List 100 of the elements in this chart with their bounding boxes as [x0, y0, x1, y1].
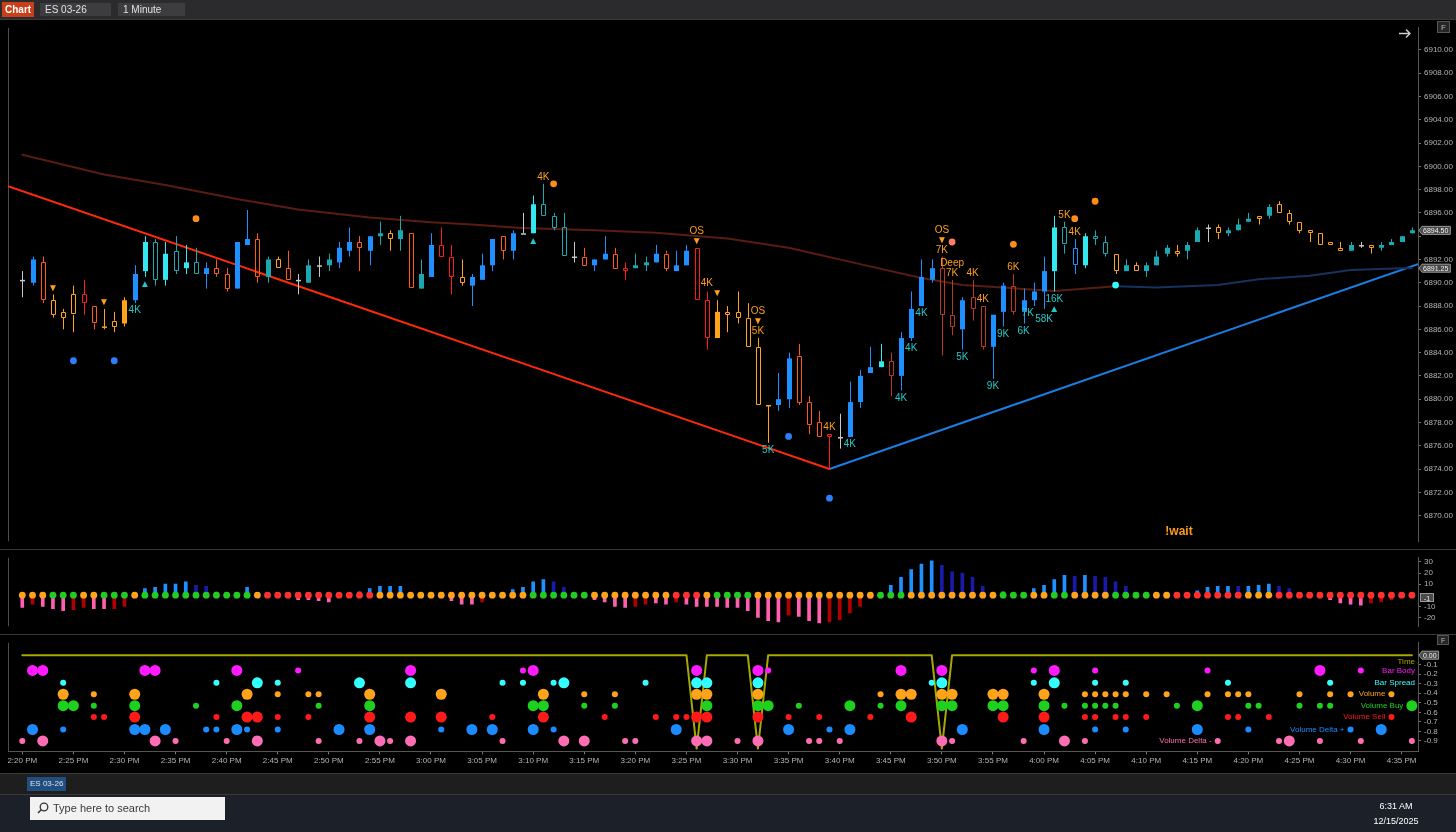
y-tick-label: 6870.00: [1424, 510, 1454, 520]
y-tick-label: -0.6: [1424, 707, 1439, 717]
annotation: 7K: [935, 243, 949, 255]
annotation: !wait: [1165, 523, 1193, 539]
x-tick-label: 3:40 PM: [824, 756, 855, 766]
x-tick-label: 2:55 PM: [365, 756, 396, 766]
y-tick-label: 6876.00: [1424, 440, 1454, 450]
annotation: ▼: [691, 235, 702, 247]
x-tick-label: 2:35 PM: [160, 756, 191, 766]
annotation: 9K: [997, 327, 1010, 339]
annotation: 4K: [537, 171, 550, 183]
x-tick-label: 4:20 PM: [1233, 756, 1264, 766]
y-tick-label: 6910.00: [1424, 45, 1454, 55]
x-tick-label: 4:25 PM: [1284, 756, 1315, 766]
annotation: 16K: [1045, 292, 1064, 304]
y-tick-label: 6872.00: [1424, 487, 1454, 497]
x-tick-label: 3:50 PM: [926, 756, 958, 766]
x-tick-label: 2:50 PM: [313, 756, 345, 766]
x-tick-label: 4:15 PM: [1182, 756, 1213, 766]
x-tick-label: 3:05 PM: [467, 756, 498, 766]
chart-subtitle: 1 Minute: [118, 3, 186, 16]
y-tick-label: -20: [1424, 612, 1437, 622]
series-label: Volume Delta +: [1290, 724, 1345, 734]
annotation: 4K: [966, 267, 979, 279]
x-tick-label: 3:20 PM: [620, 756, 651, 766]
x-tick-label: 3:10 PM: [518, 756, 549, 766]
y-tick-label: 10: [1424, 579, 1434, 589]
annotation: OS: [689, 225, 705, 237]
y-tick-label: 6904.00: [1424, 114, 1454, 124]
x-tick-label: 2:20 PM: [7, 756, 38, 766]
annotation: 6K: [1017, 324, 1031, 336]
y-tick-label: 6884.00: [1424, 347, 1454, 357]
x-tick-label: 3:15 PM: [569, 756, 600, 766]
annotation: 58K: [1035, 313, 1054, 325]
text: Type here to search: [53, 801, 151, 816]
annotation: 4K: [915, 307, 928, 319]
series-label: Volume: [1358, 689, 1386, 699]
y-tick-label: -0.8: [1424, 726, 1439, 736]
y-tick-label: -0.3: [1424, 678, 1439, 688]
x-tick-label: 4:05 PM: [1080, 756, 1111, 766]
y-tick-label: 6878.00: [1424, 417, 1454, 427]
y-tick-label: 6890.00: [1424, 277, 1454, 287]
annotation: ▼: [752, 315, 763, 327]
y-tick-label: 6902.00: [1424, 138, 1454, 148]
annotation: ▼: [936, 233, 947, 245]
x-tick-label: 4:10 PM: [1131, 756, 1162, 766]
x-tick-label: 2:40 PM: [211, 756, 242, 766]
y-tick-label: 6906.00: [1424, 91, 1454, 101]
text: Chart: [2, 2, 35, 17]
series-label: Volume Buy: [1360, 700, 1404, 710]
x-tick-label: 2:30 PM: [109, 756, 140, 766]
annotation: ▲: [1049, 302, 1060, 314]
annotation: 4K: [894, 391, 908, 403]
y-tick-label: 6888.00: [1424, 301, 1454, 311]
annotation: 5K: [1058, 208, 1071, 220]
series-label: Volume Delta -: [1159, 736, 1213, 746]
y-tick-label: -0.7: [1424, 717, 1439, 727]
annotation: 4K: [1068, 226, 1082, 238]
y-tick-label: -0.5: [1424, 698, 1439, 708]
x-tick-label: 3:45 PM: [875, 756, 907, 766]
annotation: 9K: [986, 380, 1000, 392]
series-label: Time: [1397, 657, 1416, 667]
text: Bar Body: [1382, 665, 1415, 675]
annotation: 4K: [128, 304, 142, 316]
annotation: 4K: [700, 276, 714, 288]
annotation: ▲: [528, 234, 539, 246]
annotation: 4K: [905, 342, 918, 354]
x-tick-label: 4:35 PM: [1386, 756, 1417, 766]
y-tick-label: 20: [1424, 568, 1434, 578]
annotation: 5K: [751, 325, 765, 337]
annotation: OS: [934, 223, 950, 235]
annotation: 4K: [843, 438, 857, 450]
text: ES 03-26: [27, 777, 67, 791]
y-tick-label: 6896.00: [1424, 208, 1454, 218]
y-tick-label: 6898.00: [1424, 184, 1454, 194]
x-tick-label: 3:25 PM: [671, 756, 702, 766]
annotation: ▼: [99, 296, 110, 308]
x-tick-label: 2:45 PM: [262, 756, 293, 766]
y-tick-label: -0.4: [1424, 688, 1439, 698]
y-tick-label: 6908.00: [1424, 68, 1454, 78]
annotation: 4K: [976, 293, 990, 305]
x-tick-label: 3:55 PM: [978, 756, 1009, 766]
x-tick-label: 4:30 PM: [1335, 756, 1366, 766]
x-tick-label: 3:35 PM: [773, 756, 804, 766]
y-tick-label: 6882.00: [1424, 371, 1454, 381]
y-tick-label: 6900.00: [1424, 161, 1454, 171]
annotation: ▼: [712, 287, 723, 299]
text: 6:31 AM: [1379, 800, 1413, 812]
x-tick-label: 2:25 PM: [58, 756, 89, 766]
annotation: OS: [750, 305, 766, 317]
annotation: ▼: [47, 281, 58, 293]
y-tick-label: -0.9: [1424, 736, 1439, 746]
y-tick-label: -0.2: [1424, 669, 1439, 679]
series-label: Volume Sell: [1343, 712, 1386, 722]
y-tick-label: 6892.00: [1424, 254, 1454, 264]
y-tick-label: 6874.00: [1424, 464, 1454, 474]
y-tick-label: 6886.00: [1424, 324, 1454, 334]
annotation: 7K: [945, 267, 959, 279]
annotation: 5K: [956, 350, 969, 362]
annotation: ▲: [139, 278, 150, 290]
